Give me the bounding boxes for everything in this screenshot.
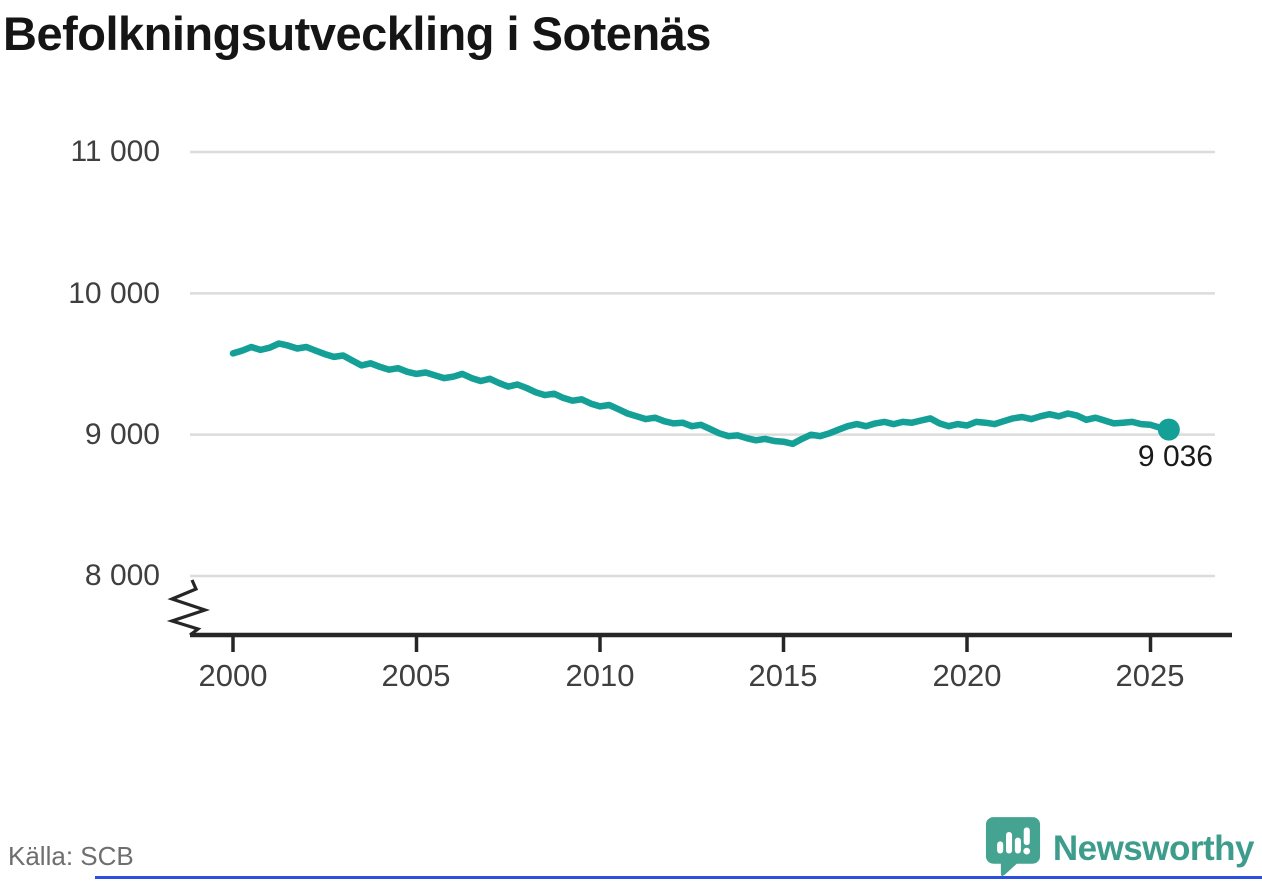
bottom-accent-line <box>95 876 1262 879</box>
y-tick-label-11000: 11 000 <box>70 135 160 168</box>
newsworthy-chart-bubble-icon <box>985 816 1041 881</box>
newsworthy-wordmark: Newsworthy <box>1052 828 1255 868</box>
x-tick-label-2025: 2025 <box>1115 658 1185 693</box>
y-tick-label-9000: 9 000 <box>84 418 160 451</box>
y-tick-label-8000: 8 000 <box>84 559 160 592</box>
x-tick-label-2020: 2020 <box>932 658 1002 693</box>
x-tick-label-2015: 2015 <box>748 658 818 693</box>
source-caption: Källa: SCB <box>8 841 134 871</box>
x-tick-label-2005: 2005 <box>381 658 451 693</box>
page-title: Befolkningsutveckling i Sotenäs <box>3 7 711 60</box>
last-value-label: 9 036 <box>1137 440 1213 473</box>
newsworthy-logo: Newsworthy <box>985 816 1255 881</box>
y-tick-label-10000: 10 000 <box>68 277 160 310</box>
x-tick-label-2000: 2000 <box>198 658 268 693</box>
x-tick-label-2010: 2010 <box>565 658 635 693</box>
